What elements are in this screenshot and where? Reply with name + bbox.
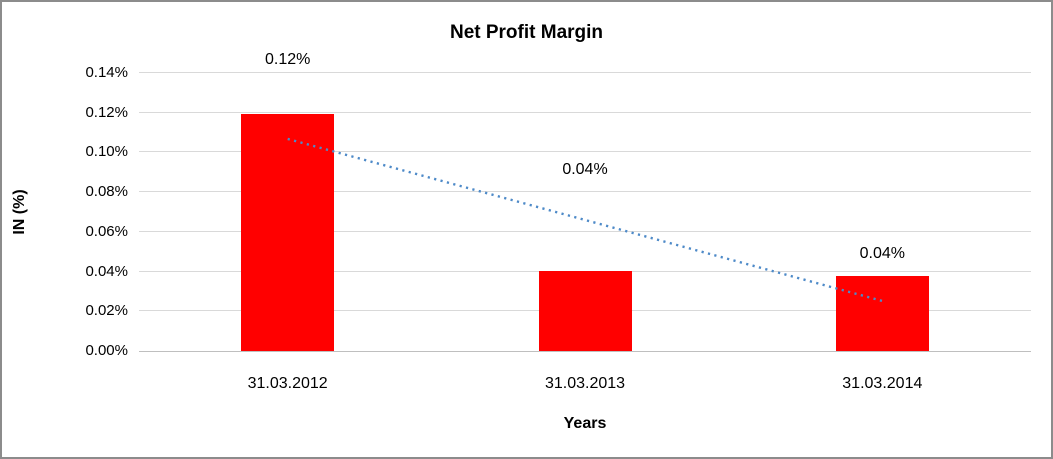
y-tick-label: 0.14%: [85, 64, 128, 81]
bar-31.03.2014: [835, 275, 929, 351]
bar-data-label: 0.04%: [859, 244, 906, 262]
x-tick-label: 31.03.2012: [247, 375, 328, 392]
x-axis-title: Years: [563, 415, 607, 432]
plot-area: 0.12% 0.04% 0.04%: [139, 51, 1031, 352]
bar-data-label: 0.04%: [562, 161, 608, 179]
gridline: [139, 151, 1031, 153]
y-tick-label: 0.12%: [85, 103, 128, 121]
bar-data-label: 0.12%: [264, 51, 311, 69]
gridline: [139, 191, 1031, 193]
y-tick-label: 0.02%: [85, 302, 128, 320]
gridline: [139, 72, 1031, 73]
trendline: [287, 137, 883, 303]
y-tick-label: 0.04%: [85, 262, 128, 280]
y-axis-title: IN (%): [11, 189, 28, 235]
chart-title: Net Profit Margin: [449, 22, 604, 43]
y-tick-label: 0.06%: [85, 222, 128, 240]
y-tick-label: 0.10%: [85, 143, 128, 161]
x-tick-label: 31.03.2013: [544, 375, 626, 392]
x-tick-label: 31.03.2014: [842, 375, 923, 392]
bar-31.03.2013: [538, 270, 632, 351]
gridline: [139, 111, 1031, 113]
gridline: [139, 230, 1031, 232]
y-tick-label: 0.08%: [85, 183, 128, 201]
y-tick-label: 0.00%: [85, 342, 128, 359]
bar-31.03.2012: [241, 113, 335, 351]
x-axis-line: [139, 351, 1031, 352]
